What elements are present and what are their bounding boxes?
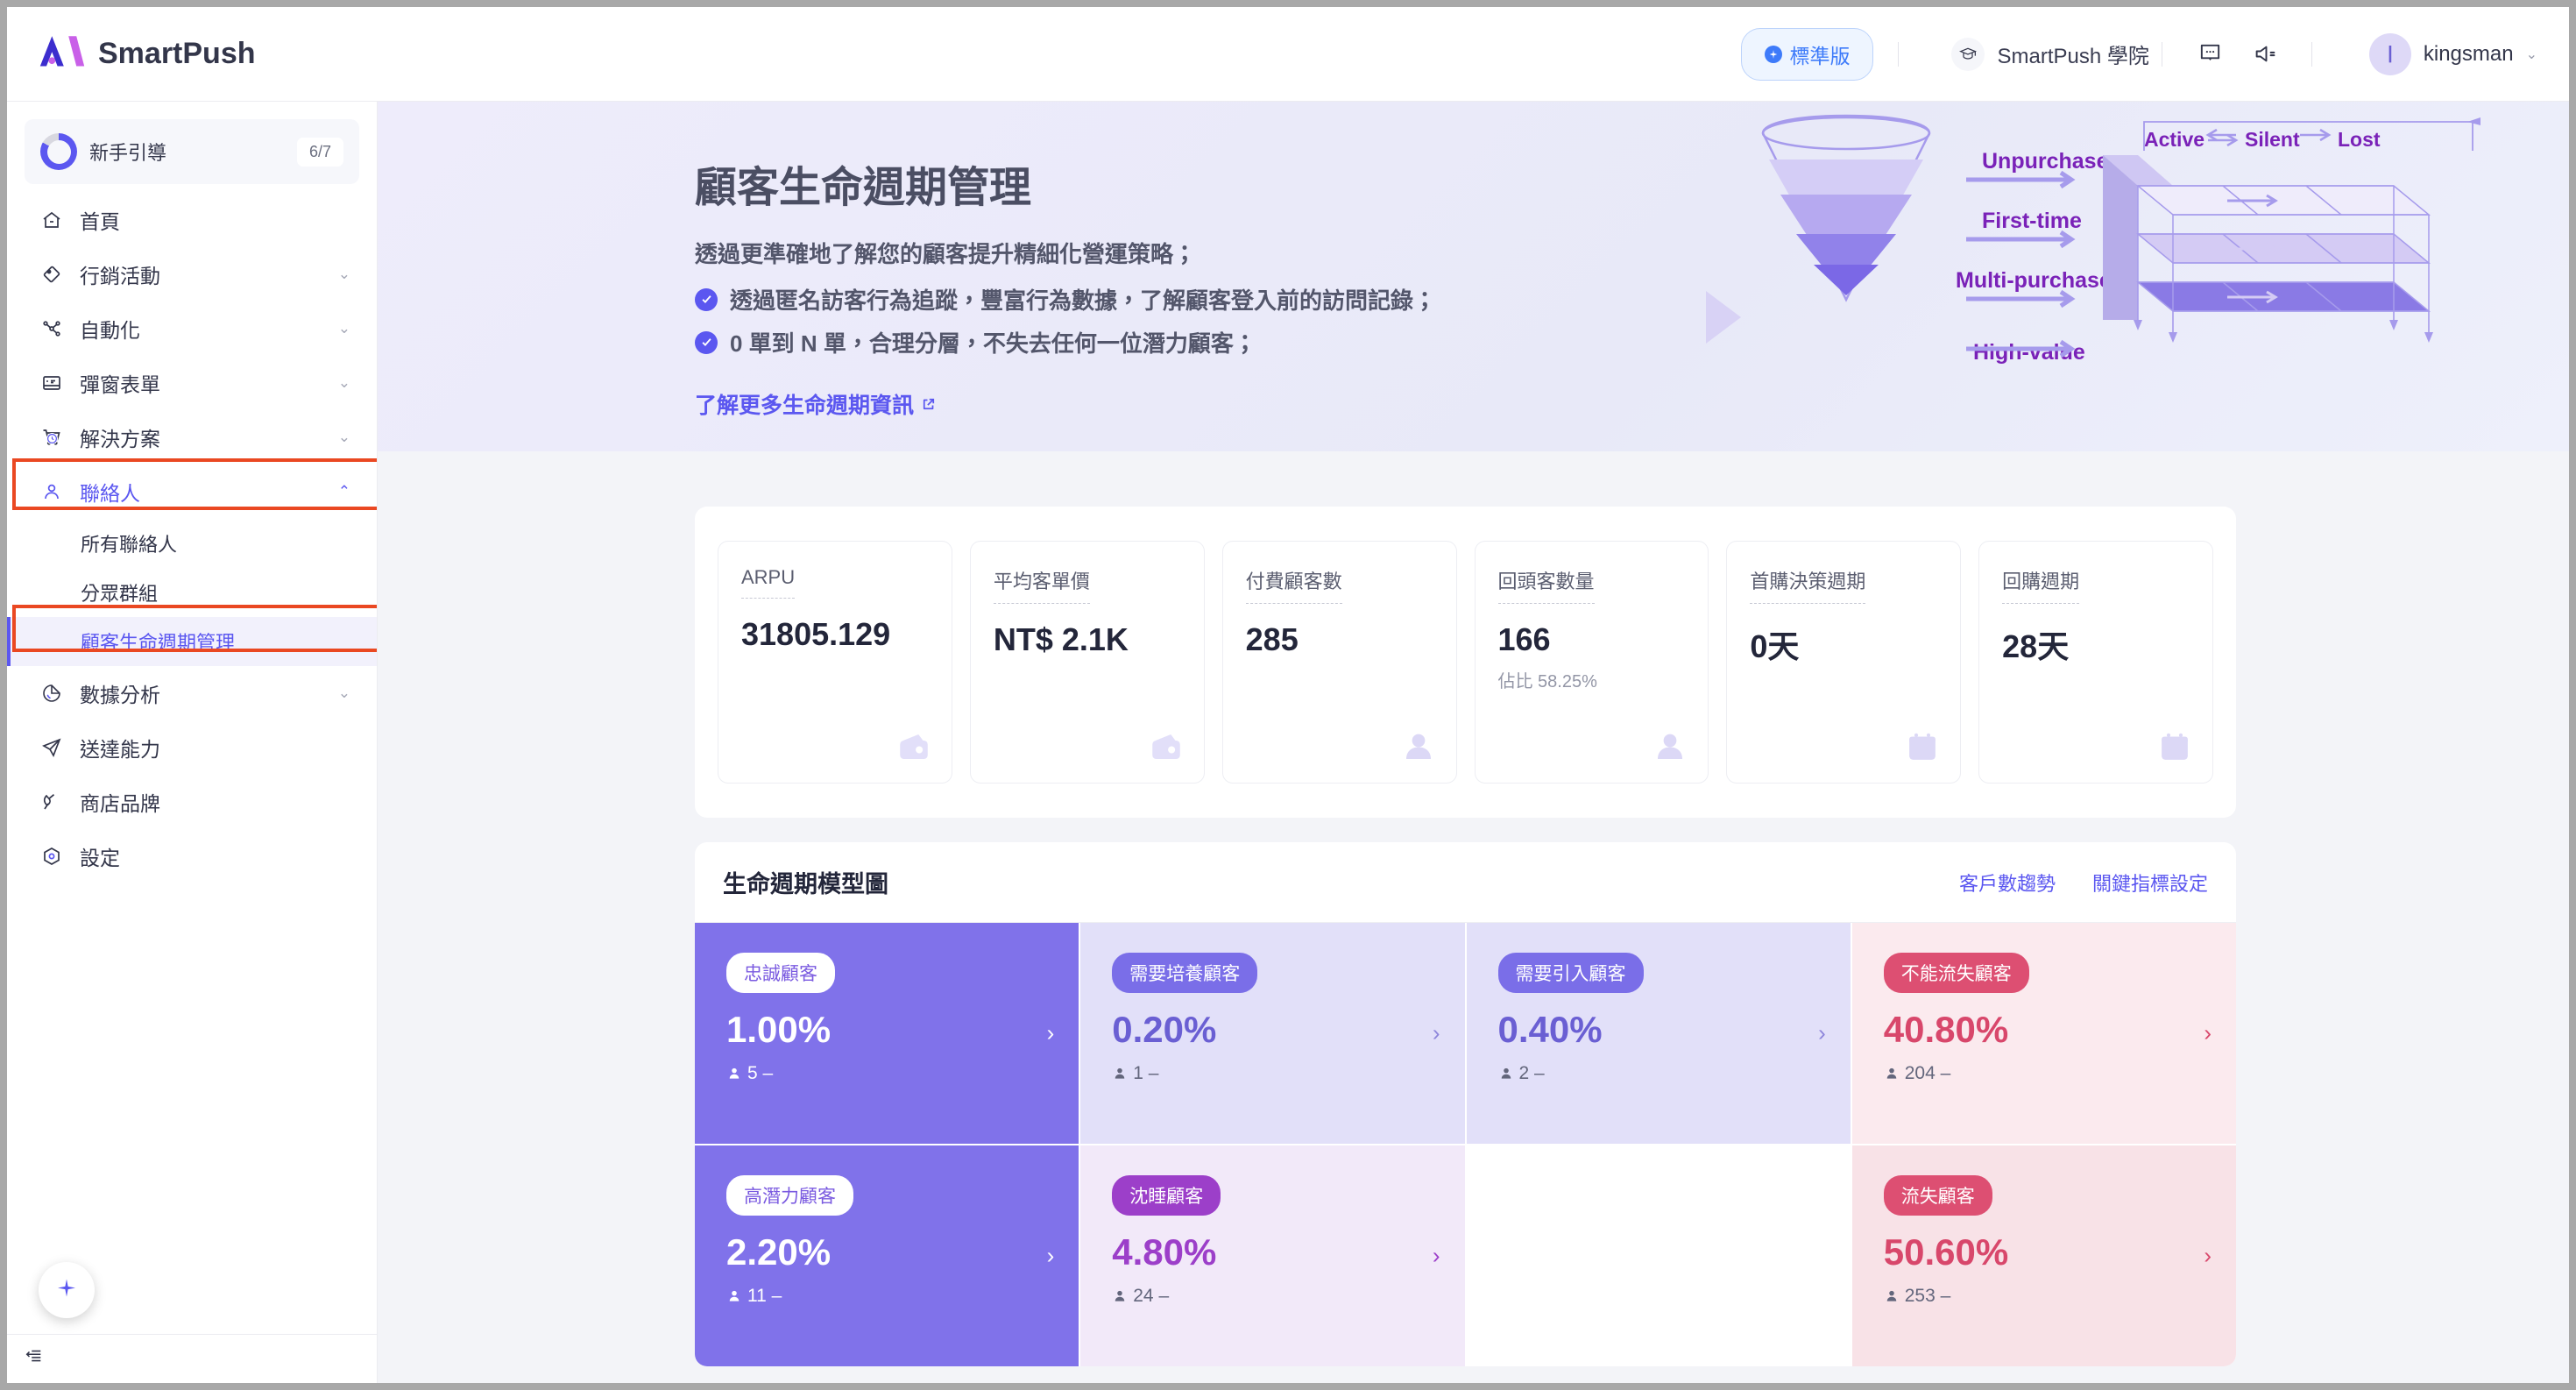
svg-text:Active: Active: [2144, 128, 2204, 151]
svg-text:Multi-purchase: Multi-purchase: [1956, 268, 2112, 293]
svg-text:First-time: First-time: [1982, 209, 2082, 233]
svg-text:Silent: Silent: [2245, 128, 2300, 151]
svg-text:Unpurchase: Unpurchase: [1982, 149, 2109, 174]
svg-text:Lost: Lost: [2338, 128, 2381, 151]
